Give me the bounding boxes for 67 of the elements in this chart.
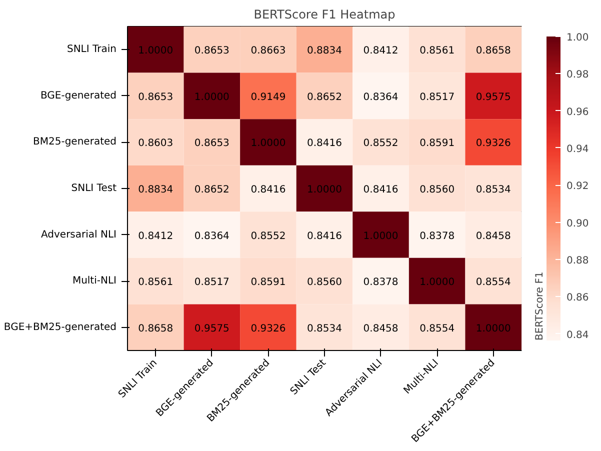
data-label: 0.8663 [250,46,286,57]
data-label: 1.0000 [420,277,455,288]
data-label: 0.8834 [138,184,174,196]
data-label: 0.9149 [250,92,286,103]
y-tick-label: BGE+BM25-generated [4,322,117,333]
data-label: 0.9326 [250,323,286,334]
color-bar-label: 0.92 [566,181,589,192]
y-tick-label: Multi-NLI [72,276,117,287]
y-tick-label: SNLI Train [66,44,117,56]
data-label: 0.8412 [363,46,398,57]
data-label: 0.8591 [420,138,455,150]
data-label: 0.8412 [138,230,174,242]
data-label: 0.8364 [194,230,230,242]
color-bar-title: BERTScore F1 [534,272,546,340]
data-label: 0.8458 [476,230,511,242]
data-label: 0.8517 [420,92,455,103]
data-label: 0.8653 [194,46,230,57]
data-label: 0.8534 [476,184,511,196]
data-label: 0.8416 [307,230,342,242]
data-label: 0.8416 [250,184,286,196]
data-label: 0.8554 [476,277,511,288]
data-label: 0.9575 [194,323,230,334]
data-label: 1.0000 [363,230,398,242]
color-bar-label: 0.84 [566,330,589,341]
data-label: 0.8554 [420,323,455,334]
data-label: 1.0000 [307,184,342,196]
data-label: 0.8653 [194,138,230,150]
color-bar-label: 0.98 [566,70,589,81]
data-label: 0.8834 [307,46,342,57]
data-label: 0.8658 [476,46,511,57]
data-label: 0.8653 [138,92,174,103]
data-label: 0.8378 [363,277,398,288]
data-label: 0.8560 [420,184,455,196]
data-label: 0.8652 [194,184,230,196]
y-tick-label: Adversarial NLI [40,229,117,240]
data-label: 0.8552 [250,230,286,242]
color-bar-label: 0.94 [566,144,589,155]
color-bar-label: 0.90 [566,218,589,230]
data-label: 0.8658 [138,323,174,334]
data-label: 1.0000 [138,46,174,57]
data-label: 1.0000 [250,138,286,150]
y-tick-label: SNLI Test [71,183,117,194]
y-tick-label: BGE-generated [40,90,117,102]
data-label: 0.8364 [363,92,398,103]
chart-title: BERTScore F1 Heatmap [254,8,396,22]
data-label: 0.9575 [476,92,511,103]
color-bar-label: 0.86 [566,292,589,304]
color-bar-label: 0.96 [566,106,589,118]
data-label: 0.8591 [250,277,286,288]
y-tick-label: BM25-generated [33,136,117,148]
data-label: 1.0000 [476,323,511,334]
data-label: 0.8534 [307,323,342,334]
data-label: 0.8561 [138,277,174,288]
data-label: 1.0000 [194,92,230,103]
data-label: 0.8378 [420,230,455,242]
color-bar-label: 0.88 [566,255,589,266]
data-label: 0.8552 [363,138,398,150]
data-label: 0.8652 [307,92,342,103]
color-bar-label: 1.00 [566,32,589,44]
data-label: 0.8517 [194,277,230,288]
data-label: 0.8603 [138,138,174,150]
data-label: 0.9326 [476,138,511,150]
data-label: 0.8560 [307,277,342,288]
data-label: 0.8561 [420,46,455,57]
data-label: 0.8458 [363,323,398,334]
data-label: 0.8416 [363,184,398,196]
data-label: 0.8416 [307,138,342,150]
